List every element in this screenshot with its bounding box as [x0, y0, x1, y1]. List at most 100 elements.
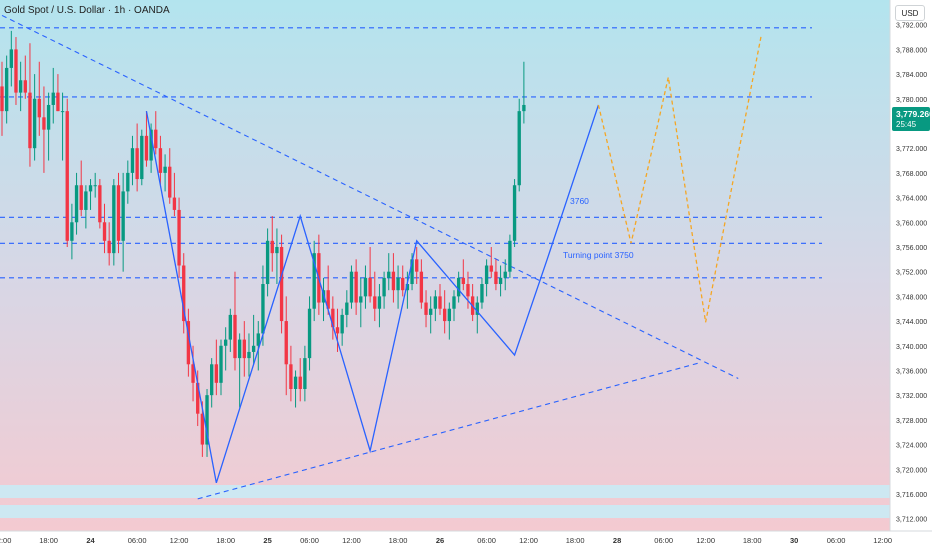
candle-body: [256, 333, 260, 346]
candle-body: [214, 364, 219, 383]
candle-body: [228, 314, 233, 340]
candle-body: [126, 172, 130, 192]
trend-line[interactable]: [197, 361, 702, 500]
time-axis-panel[interactable]: [0, 531, 932, 550]
candle-body: [0, 86, 4, 112]
x-tick-label: 12:00: [519, 536, 538, 545]
candle-body: [396, 277, 400, 291]
candle-body: [433, 296, 438, 309]
zigzag-pattern-line[interactable]: [145, 104, 600, 484]
candle-body: [489, 265, 493, 272]
x-tick-label: 18:00: [389, 536, 408, 545]
candle-body: [46, 104, 51, 130]
candle-body: [373, 296, 377, 309]
candle-body: [461, 277, 465, 285]
currency-button[interactable]: USD: [895, 5, 925, 21]
candle-body: [354, 271, 358, 303]
annotation-turning-point: Turning point 3750: [563, 250, 634, 260]
candle-body: [219, 345, 223, 383]
x-tick-label: 06:00: [654, 536, 673, 545]
symbol-title[interactable]: Gold Spot / U.S. Dollar · 1h · OANDA: [4, 5, 170, 16]
y-tick-label: 3,744.000: [896, 319, 927, 326]
candle-body: [144, 135, 149, 161]
price-tag-box: [892, 107, 930, 131]
candle-body: [429, 308, 433, 315]
candle-body: [112, 185, 116, 254]
candle-body: [237, 339, 242, 359]
candle-body: [74, 185, 79, 223]
y-tick-label: 3,760.000: [896, 220, 927, 227]
candle-body: [359, 296, 363, 303]
candle-body: [382, 277, 386, 297]
candle-body: [186, 321, 191, 365]
candle-body: [335, 327, 340, 334]
candle-body: [331, 308, 335, 328]
candle-body: [98, 185, 102, 223]
candle-body: [517, 111, 521, 186]
x-tick-label: 06:00: [477, 536, 496, 545]
current-price-tag: 3,779.260 25:45: [892, 107, 932, 131]
candle-body: [261, 284, 265, 334]
candle-body: [242, 339, 246, 359]
candle-body: [410, 259, 414, 285]
x-tick-label: 24: [86, 536, 95, 545]
candle-body: [349, 271, 354, 303]
candle-body: [140, 135, 144, 180]
y-tick-label: 3,764.000: [896, 196, 927, 203]
bottom-band-blue: [0, 485, 932, 498]
y-tick-label: 3,756.000: [896, 245, 927, 252]
candle-body: [23, 80, 27, 93]
candle-body: [265, 240, 270, 285]
candle-body: [419, 271, 424, 303]
candle-body: [307, 308, 312, 359]
candle-body: [42, 117, 46, 130]
candle-body: [247, 351, 251, 359]
candle-body: [79, 185, 83, 210]
x-tick-label: 12:00: [696, 536, 715, 545]
x-tick-label: 18:00: [216, 536, 235, 545]
candle-body: [65, 111, 69, 241]
candle-body: [293, 376, 298, 389]
y-tick-label: 3,716.000: [896, 492, 927, 499]
candle-body: [158, 148, 163, 173]
y-tick-label: 3,792.000: [896, 23, 927, 30]
y-tick-label: 3,740.000: [896, 344, 927, 351]
y-tick-label: 3,732.000: [896, 393, 927, 400]
price-axis-panel[interactable]: [890, 0, 932, 550]
candle-body: [251, 345, 256, 352]
x-tick-label: 18:00: [39, 536, 58, 545]
projection-path-line[interactable]: [597, 33, 763, 323]
candle-body: [200, 413, 205, 445]
y-tick-label: 3,736.000: [896, 368, 927, 375]
candle-body: [452, 296, 456, 309]
candle-body: [9, 49, 13, 68]
y-tick-label: 3,768.000: [896, 171, 927, 178]
candle-body: [326, 290, 330, 309]
candle-body: [368, 277, 372, 297]
x-tick-label: 18:00: [743, 536, 762, 545]
candle-body: [503, 271, 507, 278]
candle-body: [88, 185, 93, 192]
trend-line[interactable]: [1, 14, 739, 379]
x-tick-label: 30: [790, 536, 798, 545]
x-tick-label: 25: [263, 536, 271, 545]
candle-body: [84, 191, 88, 210]
candle-body: [14, 49, 18, 93]
y-tick-label: 3,784.000: [896, 72, 927, 79]
candle-body: [508, 240, 512, 272]
x-tick-label: 06:00: [128, 536, 147, 545]
candle-body: [340, 314, 344, 334]
candle-body: [116, 185, 121, 241]
candle-body: [512, 185, 517, 241]
candle-body: [223, 339, 228, 346]
candle-body: [191, 364, 195, 383]
x-tick-label: 12:00: [0, 536, 11, 545]
candle-body: [442, 308, 447, 322]
candle-body: [102, 222, 107, 241]
candle-body: [303, 358, 307, 389]
candle-body: [107, 240, 111, 254]
x-tick-label: 06:00: [827, 536, 846, 545]
x-tick-label: 12:00: [342, 536, 361, 545]
